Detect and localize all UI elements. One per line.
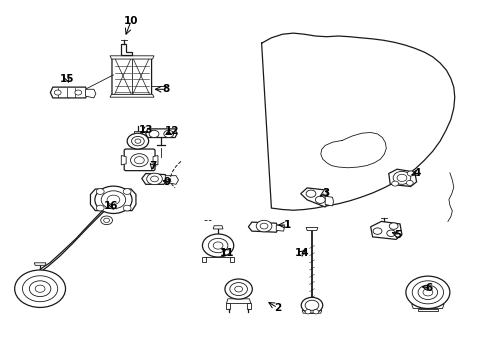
Circle shape bbox=[95, 186, 132, 213]
Circle shape bbox=[101, 191, 125, 209]
Polygon shape bbox=[276, 225, 284, 231]
Text: 15: 15 bbox=[60, 74, 75, 84]
Text: 5: 5 bbox=[394, 230, 401, 240]
Polygon shape bbox=[153, 156, 158, 165]
FancyBboxPatch shape bbox=[112, 57, 151, 95]
Polygon shape bbox=[145, 129, 177, 138]
Polygon shape bbox=[388, 169, 416, 186]
Polygon shape bbox=[50, 87, 88, 98]
Circle shape bbox=[35, 285, 45, 292]
Circle shape bbox=[75, 90, 81, 95]
Circle shape bbox=[372, 228, 381, 234]
Text: 6: 6 bbox=[425, 283, 432, 293]
Circle shape bbox=[386, 230, 395, 237]
Circle shape bbox=[406, 180, 412, 185]
Circle shape bbox=[256, 220, 271, 232]
Polygon shape bbox=[110, 94, 154, 97]
Circle shape bbox=[15, 270, 65, 307]
Polygon shape bbox=[34, 263, 46, 265]
Circle shape bbox=[422, 289, 432, 296]
Circle shape bbox=[301, 297, 322, 313]
Circle shape bbox=[101, 216, 112, 225]
Circle shape bbox=[208, 238, 227, 253]
Text: 10: 10 bbox=[123, 16, 138, 26]
Circle shape bbox=[127, 133, 148, 149]
Polygon shape bbox=[85, 89, 96, 98]
Circle shape bbox=[96, 189, 104, 194]
Circle shape bbox=[202, 234, 233, 257]
Polygon shape bbox=[90, 189, 136, 211]
Text: 13: 13 bbox=[138, 125, 153, 135]
Circle shape bbox=[163, 130, 173, 138]
Polygon shape bbox=[247, 303, 250, 309]
Circle shape bbox=[146, 173, 162, 185]
Polygon shape bbox=[165, 176, 178, 184]
Circle shape bbox=[213, 242, 223, 249]
Circle shape bbox=[123, 189, 131, 194]
Circle shape bbox=[131, 136, 144, 146]
Text: 7: 7 bbox=[148, 161, 156, 171]
Circle shape bbox=[54, 90, 61, 95]
Text: 16: 16 bbox=[104, 201, 119, 211]
Circle shape bbox=[405, 276, 449, 309]
Polygon shape bbox=[248, 222, 278, 232]
Text: 3: 3 bbox=[322, 188, 329, 198]
Circle shape bbox=[417, 285, 437, 300]
Circle shape bbox=[149, 130, 159, 138]
Polygon shape bbox=[110, 56, 154, 59]
Circle shape bbox=[396, 174, 406, 181]
Polygon shape bbox=[417, 309, 437, 311]
Polygon shape bbox=[370, 221, 401, 239]
Polygon shape bbox=[202, 257, 205, 262]
Circle shape bbox=[392, 171, 410, 184]
Text: 1: 1 bbox=[284, 220, 290, 230]
Text: 8: 8 bbox=[163, 84, 169, 94]
Polygon shape bbox=[230, 257, 233, 262]
Polygon shape bbox=[213, 226, 223, 229]
Circle shape bbox=[305, 300, 318, 310]
Circle shape bbox=[130, 154, 148, 167]
FancyBboxPatch shape bbox=[124, 149, 155, 171]
Text: 12: 12 bbox=[164, 126, 179, 136]
Text: 11: 11 bbox=[220, 248, 234, 258]
Circle shape bbox=[107, 195, 120, 204]
Polygon shape bbox=[121, 156, 126, 165]
Circle shape bbox=[150, 176, 158, 182]
Circle shape bbox=[411, 281, 443, 304]
Polygon shape bbox=[134, 131, 142, 135]
Circle shape bbox=[103, 218, 109, 222]
Polygon shape bbox=[226, 303, 229, 309]
Polygon shape bbox=[300, 188, 328, 207]
Circle shape bbox=[22, 276, 58, 302]
Text: 9: 9 bbox=[163, 177, 170, 187]
Polygon shape bbox=[411, 304, 443, 309]
Circle shape bbox=[407, 171, 413, 176]
Circle shape bbox=[388, 223, 397, 229]
Circle shape bbox=[305, 310, 310, 314]
Polygon shape bbox=[226, 299, 250, 303]
Circle shape bbox=[29, 281, 51, 297]
Circle shape bbox=[123, 205, 131, 211]
Circle shape bbox=[312, 310, 318, 314]
Circle shape bbox=[234, 286, 242, 292]
Circle shape bbox=[305, 190, 315, 197]
Polygon shape bbox=[302, 310, 321, 313]
Circle shape bbox=[134, 157, 144, 164]
Circle shape bbox=[315, 196, 325, 203]
Circle shape bbox=[224, 279, 252, 299]
Text: 4: 4 bbox=[412, 168, 420, 178]
Circle shape bbox=[135, 139, 141, 143]
Text: 2: 2 bbox=[274, 303, 281, 313]
Circle shape bbox=[391, 181, 398, 186]
Circle shape bbox=[96, 205, 104, 211]
Polygon shape bbox=[325, 196, 333, 206]
Circle shape bbox=[229, 283, 247, 296]
Text: 14: 14 bbox=[294, 248, 309, 258]
Polygon shape bbox=[142, 174, 167, 184]
Polygon shape bbox=[305, 228, 317, 230]
Circle shape bbox=[260, 223, 267, 229]
Polygon shape bbox=[121, 44, 132, 55]
